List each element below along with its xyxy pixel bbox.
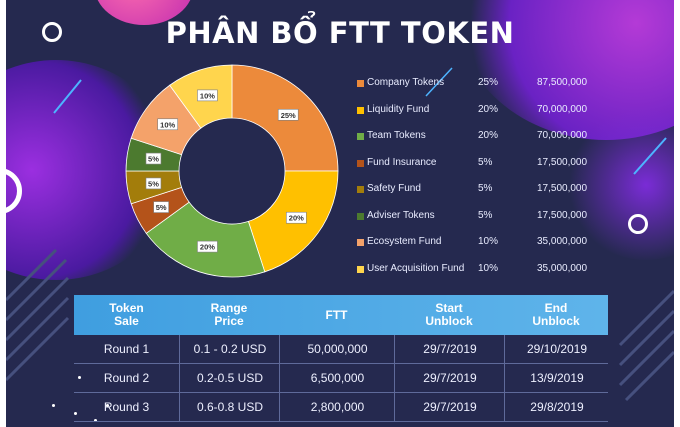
legend-label: Adviser Tokens [367, 209, 435, 221]
legend-item: Company Tokens 25% 87,500,000 [357, 77, 597, 91]
slice-label-box [153, 201, 169, 213]
legend-swatch [357, 186, 364, 193]
slice-label: 5% [156, 203, 167, 212]
legend-amount: 17,500,000 [537, 209, 588, 221]
legend-amount: 70,000,000 [537, 103, 588, 115]
legend-label: Liquidity Fund [367, 103, 430, 115]
slice-label-box [197, 240, 218, 253]
infographic: PHÂN BỔ FTT TOKEN 25% 20% 20% 5% 5% 5% 10% 10% … [6, 0, 674, 427]
table-header: Token Sale Range Price FTT Start Unblock… [74, 295, 608, 335]
slice-label-box [157, 118, 178, 131]
slice-label: 10% [200, 91, 215, 100]
slice-label: 20% [289, 214, 304, 223]
legend-amount: 70,000,000 [537, 130, 588, 141]
legend-item: User Acquisition Fund 10% 35,000,000 [357, 263, 597, 277]
legend-swatch [357, 133, 364, 140]
legend-percent: 5% [478, 209, 493, 221]
header-start-unblock: Start Unblock [425, 301, 473, 328]
cell-round: Round 3 [103, 400, 150, 414]
legend-percent: 5% [478, 156, 493, 168]
legend-item: Safety Fund 5% 17,500,000 [357, 183, 597, 197]
cell-start-unblock: 29/7/2019 [394, 393, 505, 421]
legend-amount: 17,500,000 [537, 156, 588, 168]
cell-range-price: 0.6-0.8 USD [179, 393, 280, 421]
legend-swatch [357, 239, 364, 246]
legend-label: Team Tokens [367, 130, 426, 141]
cell-round: Round 1 [103, 342, 150, 356]
slice-label-box [277, 108, 299, 121]
table-row: Round 2 0.2-0.5 USD 6,500,000 29/7/2019 … [74, 364, 608, 393]
legend-swatch [357, 212, 364, 220]
slice-label: 20% [200, 243, 215, 252]
cell-ftt: 2,800,000 [279, 393, 395, 421]
dot [106, 404, 109, 407]
legend-percent: 5% [478, 183, 493, 194]
dot [74, 412, 77, 415]
legend-item: Ecosystem Fund 10% 35,000,000 [357, 236, 597, 250]
slice-label: 25% [281, 111, 296, 120]
legend-item: Adviser Tokens 5% 17,500,000 [357, 210, 597, 224]
slice-label-box [197, 89, 218, 102]
cell-round: Round 2 [103, 371, 150, 385]
legend-swatch [357, 80, 364, 87]
legend-percent: 20% [478, 103, 499, 115]
slice-label-box [145, 177, 162, 190]
header-end-unblock: End Unblock [532, 301, 580, 328]
table-row: Round 1 0.1 - 0.2 USD 50,000,000 29/7/20… [74, 335, 608, 364]
cell-range-price: 0.2-0.5 USD [179, 364, 280, 392]
diagonal-lines-decor [6, 67, 674, 402]
slice-label: 10% [160, 120, 175, 129]
dot [94, 419, 97, 422]
dot [78, 376, 81, 379]
legend-percent: 10% [478, 262, 499, 274]
cell-ftt: 50,000,000 [279, 335, 395, 363]
slice-label-box [286, 211, 307, 224]
page-title: PHÂN BỔ FTT TOKEN [165, 16, 515, 50]
legend-percent: 20% [478, 130, 499, 141]
legend-swatch [357, 106, 364, 114]
cell-end-unblock: 29/10/2019 [504, 335, 609, 363]
cell-end-unblock: 29/8/2019 [504, 393, 609, 421]
token-sale-table: Token Sale Range Price FTT Start Unblock… [74, 295, 608, 422]
cell-end-unblock: 13/9/2019 [504, 364, 609, 392]
legend-percent: 25% [478, 77, 499, 88]
header-token-sale: Token Sale [109, 301, 144, 328]
legend-amount: 35,000,000 [537, 262, 588, 274]
slice-team-tokens [145, 201, 266, 278]
cell-ftt: 6,500,000 [279, 364, 395, 392]
slice-label: 5% [148, 179, 159, 188]
cell-range-price: 0.1 - 0.2 USD [179, 335, 280, 363]
header-range-price: Range Price [210, 301, 248, 328]
legend-item: Fund Insurance 5% 17,500,000 [357, 157, 597, 171]
table-row: Round 3 0.6-0.8 USD 2,800,000 29/7/2019 … [74, 393, 608, 422]
legend-percent: 10% [478, 236, 499, 247]
legend-amount: 17,500,000 [537, 183, 588, 194]
ring-right [628, 214, 648, 234]
legend-label: Fund Insurance [367, 156, 437, 168]
legend-label: Ecosystem Fund [367, 236, 442, 247]
cell-start-unblock: 29/7/2019 [394, 335, 505, 363]
donut-chart: 25% 20% 20% 5% 5% 5% 10% 10% [125, 64, 339, 278]
ring-top-left [42, 22, 62, 42]
legend-amount: 87,500,000 [537, 77, 588, 88]
header-ftt: FTT [325, 307, 348, 322]
legend-amount: 35,000,000 [537, 236, 588, 247]
legend-label: User Acquisition Fund [367, 262, 465, 274]
slice-label-box [145, 152, 162, 165]
legend-label: Company Tokens [367, 77, 445, 88]
cell-start-unblock: 29/7/2019 [394, 364, 505, 392]
legend-label: Safety Fund [367, 183, 421, 194]
slice-label: 5% [148, 155, 159, 164]
dot [52, 404, 55, 407]
legend-swatch [357, 265, 364, 273]
legend-item: Team Tokens 20% 70,000,000 [357, 130, 597, 144]
legend-item: Liquidity Fund 20% 70,000,000 [357, 104, 597, 118]
legend-swatch [357, 159, 364, 167]
